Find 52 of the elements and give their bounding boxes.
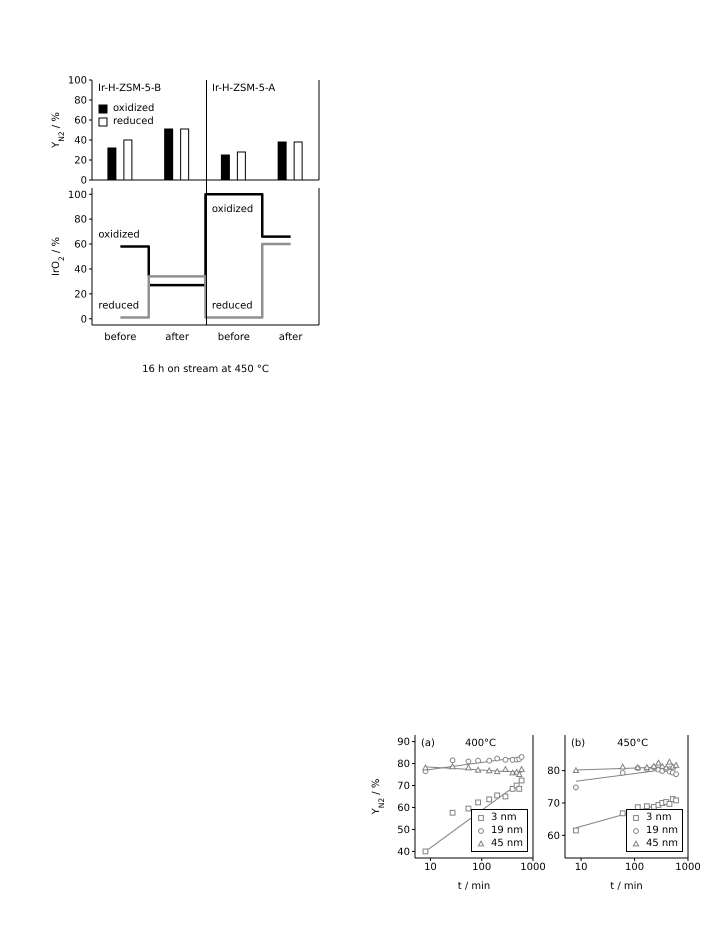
y-tick-label: 80 xyxy=(547,766,560,778)
y-tick-label: 20 xyxy=(74,156,87,167)
x-tick-label: 100 xyxy=(472,862,492,874)
x-tick-label: after xyxy=(165,332,190,344)
annotation: Ir-H-ZSM-5-A xyxy=(212,83,276,94)
y-tick-label: 60 xyxy=(74,116,87,127)
x-tick-label: 100 xyxy=(625,862,644,874)
legend-label: 19 nm xyxy=(491,824,523,837)
y-tick-label: 70 xyxy=(397,781,410,792)
y-tick-label: 70 xyxy=(547,798,560,810)
legend-label: reduced xyxy=(113,115,154,128)
legend-label: 45 nm xyxy=(646,837,678,850)
y-tick-label: 40 xyxy=(397,846,410,858)
y-tick-label: 40 xyxy=(74,136,87,147)
x-axis-title: t / min xyxy=(610,881,643,892)
text: reduced xyxy=(212,300,253,312)
y-tick-label: 0 xyxy=(80,314,87,326)
text: oxidized xyxy=(212,204,254,216)
x-tick-label: 1000 xyxy=(520,862,546,874)
y-tick-label: 60 xyxy=(74,240,87,251)
series-label: reduced xyxy=(98,300,140,312)
x-tick-label: before xyxy=(104,332,136,344)
x-tick-label: after xyxy=(278,332,304,344)
y-tick-label: 50 xyxy=(397,824,410,836)
chart-subtitle: 400°C xyxy=(464,738,496,749)
x-axis-title: 16 h on stream at 450 °C xyxy=(142,364,269,375)
x-axis-title: t / min xyxy=(458,881,490,892)
legend-label: oxidized xyxy=(113,102,154,115)
annotation: Ir-H-ZSM-5-B xyxy=(98,83,162,94)
legend-label: 19 nm xyxy=(646,824,678,837)
y-tick-label: 40 xyxy=(74,264,87,276)
x-tick-label: 10 xyxy=(574,862,588,874)
y-tick-label: 80 xyxy=(74,96,87,107)
x-tick-label: before xyxy=(218,332,250,344)
series-label: oxidized xyxy=(98,230,140,241)
legend-label: 45 nm xyxy=(491,837,523,850)
y-tick-label: 60 xyxy=(397,803,410,814)
y-tick-label: 60 xyxy=(547,830,560,842)
legend-label: 3 nm xyxy=(646,811,672,824)
y-tick-label: 80 xyxy=(74,214,87,226)
y-tick-label: 100 xyxy=(68,76,87,87)
x-tick-label: 1000 xyxy=(675,862,701,874)
chart-title: (b) xyxy=(571,738,586,749)
y-tick-label: 20 xyxy=(74,289,87,300)
x-tick-label: 10 xyxy=(424,862,437,874)
y-tick-label: 80 xyxy=(397,759,410,770)
legend-label: 3 nm xyxy=(491,811,517,824)
chart-subtitle: 450°C xyxy=(617,738,648,749)
y-tick-label: 0 xyxy=(80,176,87,187)
y-tick-label: 90 xyxy=(397,737,410,748)
y-tick-label: 100 xyxy=(68,190,87,201)
chart-title: (a) xyxy=(421,738,435,749)
